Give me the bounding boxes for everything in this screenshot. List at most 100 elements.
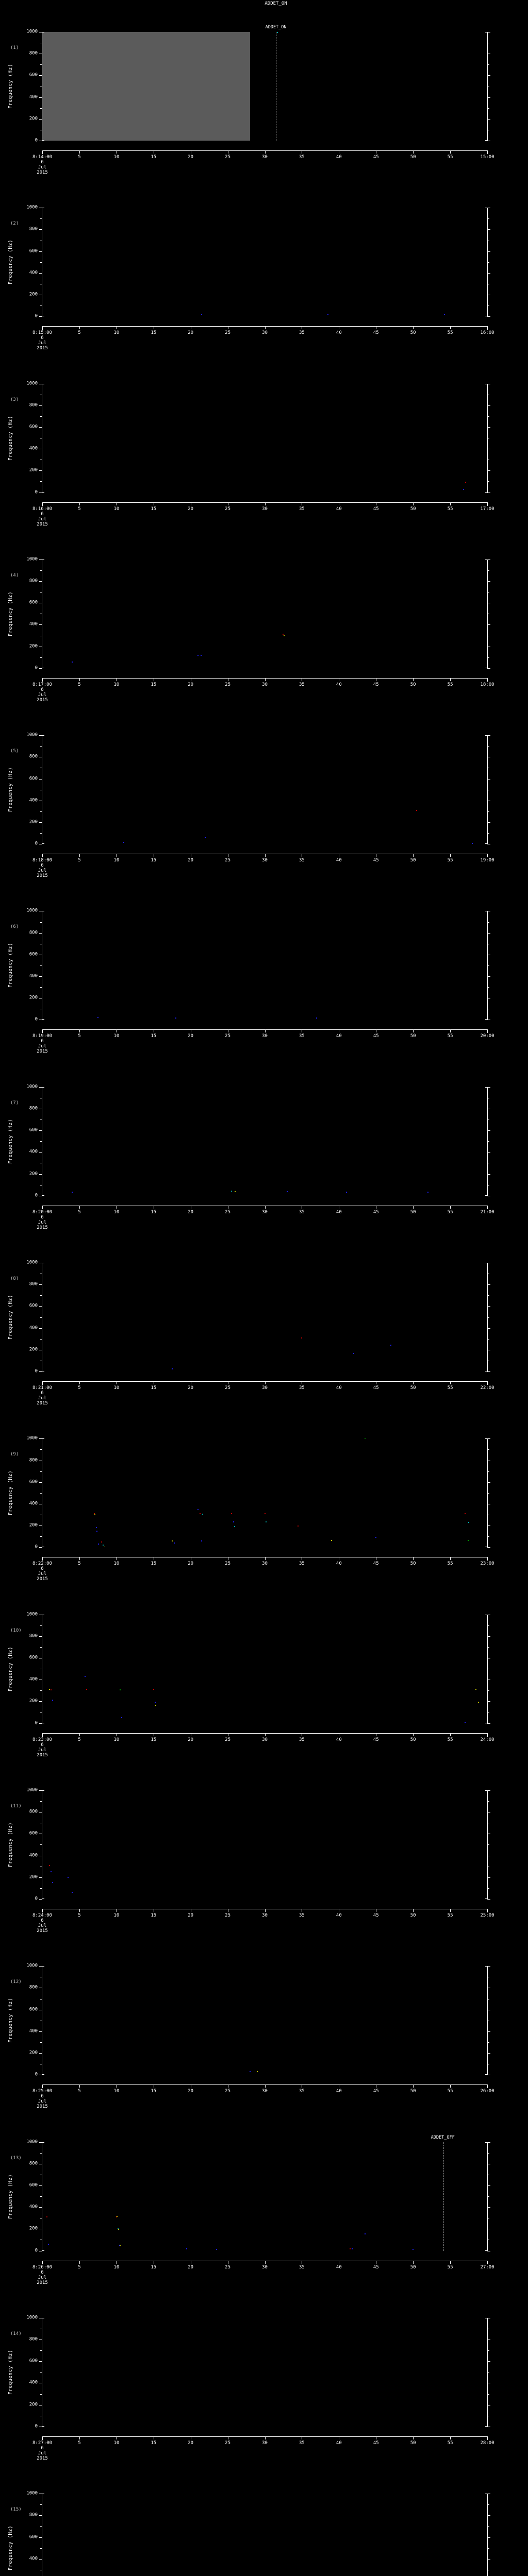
spectrogram-panel: (15)Frequency (Hz)0200400600800100051015… [0, 2462, 528, 2576]
x-axis-tick [42, 502, 43, 506]
spectrogram-panel: (12) Frequency (Hz) 0 200 400 600 800 1000 5 10 15… [0, 1934, 528, 2110]
x-axis-tick-label: 25 [225, 155, 230, 160]
detection-marker [117, 2216, 118, 2217]
x-axis-tick-label: 40 [336, 1737, 342, 1742]
plot-area [42, 208, 487, 317]
x-axis-end-time: 23:00 [480, 1561, 494, 1567]
y-axis-title: Frequency (Hz) [7, 32, 14, 141]
spectrogram-panel: (11) Frequency (Hz) 0 200 400 600 800 1000 5 10 15… [0, 1758, 528, 1934]
y-axis-tick-label: 0 [35, 1193, 38, 1198]
detection-marker [49, 1689, 51, 1690]
x-axis-end-time: 17:00 [480, 506, 494, 512]
x-axis-tick-label: 40 [336, 1912, 342, 1918]
y-axis-tick-label: 1000 [26, 1260, 38, 1265]
x-axis-tick [79, 1205, 80, 1209]
x-axis-tick-label: 5 [78, 682, 81, 687]
y-axis-tick [39, 1636, 42, 1637]
detection-marker [101, 1541, 103, 1543]
x-axis-tick-label: 15 [151, 506, 157, 512]
panel-number-label: (5) [10, 749, 19, 754]
x-axis-date-line: 6 [41, 511, 44, 517]
detection-marker [283, 635, 285, 636]
y-axis-title: Frequency (Hz) [7, 735, 14, 844]
y-axis-tick [39, 2053, 42, 2054]
y-axis-title-text: Frequency (Hz) [8, 2174, 14, 2219]
panel-number-label: (4) [10, 572, 19, 578]
x-axis-tick [265, 677, 266, 681]
x-axis-date-line: 2015 [37, 1928, 48, 1934]
x-axis-tick-label: 50 [410, 506, 416, 512]
y-axis-tick-label: 600 [29, 1303, 38, 1309]
x-axis-tick-label: 25 [225, 858, 230, 863]
x-axis-date-line: 2015 [37, 697, 48, 703]
y-axis-tick-label: 400 [29, 1853, 38, 1858]
x-axis-tick-label: 40 [336, 2089, 342, 2094]
x-axis-tick-label: 40 [336, 506, 342, 512]
y-axis-tick-label: 0 [35, 1016, 38, 1022]
x-axis-tick-label: 50 [410, 2089, 416, 2094]
x-axis-tick-label: 15 [151, 1561, 157, 1567]
y-axis-title-text: Frequency (Hz) [8, 1822, 14, 1868]
x-axis-tick-label: 30 [262, 1737, 268, 1742]
y-axis-tick-right [487, 735, 490, 736]
y-axis-tick-right [487, 2537, 490, 2538]
x-axis-tick-label: 20 [188, 1209, 194, 1215]
y-axis-tick-right [487, 1130, 490, 1131]
y-axis-tick [39, 1438, 42, 1439]
y-axis-tick-label: 1000 [26, 2315, 38, 2320]
spectrogram-panel: (3) Frequency (Hz) 0 200 400 600 800 1000 5 10 15 2… [0, 352, 528, 528]
x-axis-tick-label: 10 [113, 2089, 120, 2094]
y-axis-tick-label: 1000 [26, 29, 38, 35]
x-axis-start-datetime: 8:25:00 6 Jul 2015 [19, 2089, 65, 2109]
y-axis-tick [39, 1877, 42, 1878]
detection-marker [51, 1689, 52, 1691]
y-axis-tick [40, 218, 42, 219]
x-axis-tick [265, 2084, 266, 2088]
y-axis-title-text: Frequency (Hz) [8, 63, 14, 109]
y-axis-tick-right [487, 1723, 490, 1724]
detection-marker [93, 1513, 95, 1514]
detection-marker [264, 1513, 266, 1514]
y-axis-tick-right [487, 75, 490, 76]
x-axis-line [42, 1381, 488, 1385]
x-axis-tick-label: 40 [336, 2440, 342, 2446]
y-axis-tick-label: 200 [29, 2050, 38, 2056]
y-axis-tick [40, 1471, 42, 1472]
x-axis-tick [79, 1908, 80, 1912]
x-axis-tick-label: 55 [447, 682, 453, 687]
x-axis-tick-label: 15 [151, 1033, 157, 1039]
y-axis-tick [40, 2504, 42, 2505]
y-axis-tick-label: 1000 [26, 1084, 38, 1090]
y-axis-tick [39, 735, 42, 736]
x-axis-date-line: Jul [38, 692, 47, 698]
y-axis-tick-right [487, 1152, 490, 1153]
x-axis-tick-label: 30 [262, 1209, 268, 1215]
spectrogram-panel: (4) Frequency (Hz) 0 200 400 600 800 1000 5 10 15 2… [0, 528, 528, 703]
plot-area [42, 1263, 487, 1372]
x-axis-tick-label: 40 [336, 2264, 342, 2270]
y-axis-tick [39, 1966, 42, 1967]
y-axis-tick-right [487, 229, 490, 230]
y-axis-tick [39, 273, 42, 274]
x-axis-tick-label: 10 [113, 1561, 120, 1567]
x-axis-tick [487, 2084, 488, 2089]
x-axis-tick [413, 1557, 414, 1561]
x-axis-tick-label: 50 [410, 682, 416, 687]
y-axis-title: Frequency (Hz) [7, 1615, 14, 1723]
x-axis-tick-label: 45 [373, 1385, 379, 1391]
x-axis-tick-label: 45 [373, 506, 379, 512]
spectrogram-panel: ADDET_ON (1) Frequency (Hz) ADDET_ON 0 200 400… [0, 0, 528, 176]
x-axis-tick-label: 55 [447, 1912, 453, 1918]
x-axis-start-time: 8:22:00 [32, 1561, 52, 1567]
detection-marker [230, 1191, 232, 1192]
x-axis-tick-label: 5 [78, 1912, 81, 1918]
detection-marker [364, 2233, 366, 2234]
y-axis-tick-label: 200 [29, 1874, 38, 1880]
y-axis-tick [40, 1338, 42, 1340]
y-axis-tick-right [487, 2504, 489, 2505]
x-axis-date-line: 6 [41, 687, 44, 692]
x-axis-tick [265, 2436, 266, 2439]
x-axis-tick-label: 50 [410, 155, 416, 160]
x-axis-tick-label: 5 [78, 330, 81, 336]
detection-marker [52, 1882, 54, 1884]
